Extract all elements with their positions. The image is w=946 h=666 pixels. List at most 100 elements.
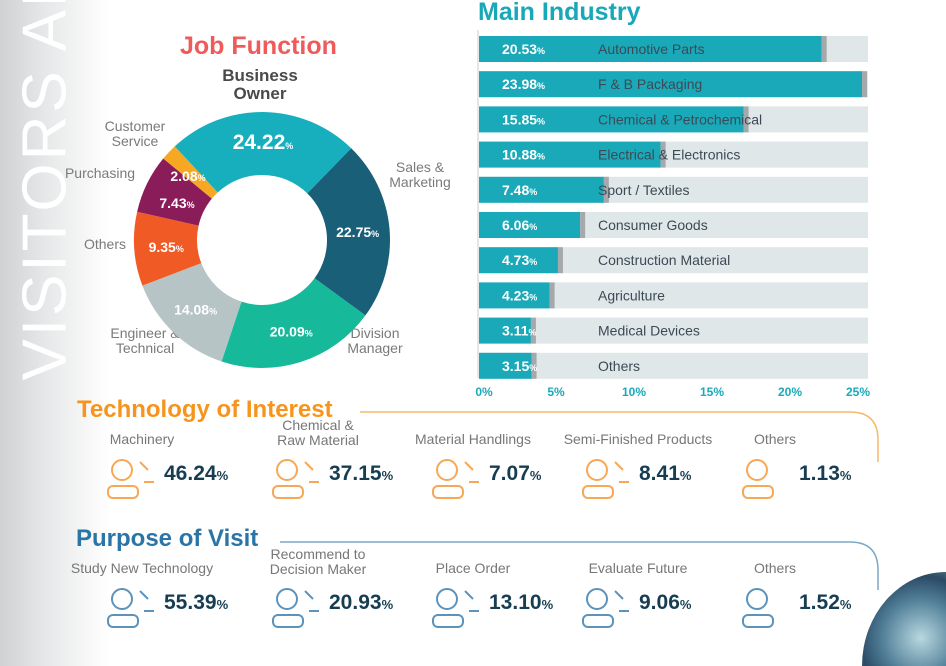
- item-value: 1.52%: [799, 591, 852, 614]
- item-label: Semi-Finished Products: [563, 431, 713, 447]
- bar: [479, 71, 862, 98]
- x-tick-label: 20%: [778, 385, 802, 399]
- bar-track: [479, 352, 868, 379]
- slice-value-label: 14.08%: [174, 301, 217, 317]
- slice-value-label: 20.09%: [270, 323, 313, 339]
- x-tick-label: 25%: [846, 385, 870, 399]
- donut-slice: [221, 278, 366, 368]
- globe-person-icon: [107, 588, 154, 628]
- slice-value-label: 7.43%: [159, 195, 194, 211]
- item-label: Chemical & Raw Material: [277, 417, 359, 448]
- bar-category-label: Construction Material: [598, 252, 730, 268]
- bar-cap: [821, 36, 827, 62]
- magnifier-chart-icon: [582, 588, 629, 628]
- job-function-donut: 24.22% 22.75% 20.09% 14.08% 9.35% 7.43% 2.08%: [134, 111, 391, 368]
- conveyor-robot-icon: [107, 459, 154, 499]
- bar-value-label: 3.15%: [502, 358, 537, 374]
- main-industry-bar-chart: 20.53% Automotive Parts 23.98% F & B Packag…: [475, 30, 870, 399]
- bar-category-label: Medical Devices: [598, 323, 700, 339]
- donut-slice: [163, 146, 218, 199]
- loop-icon: [742, 459, 774, 499]
- item-value: 37.15%: [329, 462, 394, 485]
- donut-slice: [307, 148, 391, 316]
- label-division-manager: Division Manager: [347, 325, 403, 356]
- bar: [479, 106, 744, 133]
- item-value: 20.93%: [329, 591, 394, 614]
- job-function-title: Job Function: [180, 32, 337, 60]
- bar-value-label: 15.85%: [502, 111, 545, 127]
- person-growth-icon: [432, 588, 479, 628]
- item-label: Others: [753, 560, 796, 576]
- item-value: 7.07%: [489, 462, 542, 485]
- bar-value-label: 4.23%: [502, 287, 537, 303]
- bar-cap: [743, 106, 749, 133]
- bar-cap: [531, 352, 537, 379]
- item-value: 1.13%: [799, 462, 852, 485]
- label-others: Others: [83, 236, 126, 252]
- bar: [479, 352, 532, 379]
- item-label: Recommend to Decision Maker: [269, 546, 367, 577]
- person-gear-icon: [272, 588, 319, 628]
- purpose-bracket: [280, 541, 879, 590]
- bar-value-label: 6.06%: [502, 217, 537, 233]
- bar-track: [479, 317, 868, 344]
- donut-slice: [134, 211, 202, 286]
- bar-category-label: Chemical & Petrochemical: [598, 111, 762, 127]
- item-label: Study New Technology: [70, 560, 214, 576]
- slice-value-label: 9.35%: [149, 239, 184, 255]
- donut-slice: [142, 263, 242, 362]
- donut-slice: [137, 158, 212, 226]
- label-sales-marketing: Sales & Marketing: [389, 159, 451, 190]
- technology-bracket: [360, 411, 879, 462]
- technology-title: Technology of Interest: [77, 396, 333, 423]
- loop-icon: [742, 588, 774, 628]
- item-value: 55.39%: [164, 591, 229, 614]
- donut-slice: [174, 111, 352, 194]
- side-banner: VISITORS ANA: [0, 0, 110, 666]
- bar: [479, 212, 581, 238]
- person-puzzle-icon: [582, 459, 629, 499]
- bar-cap: [603, 176, 609, 203]
- item-value: 13.10%: [489, 591, 554, 614]
- bar-cap: [530, 317, 536, 344]
- x-tick-label: 10%: [622, 385, 646, 399]
- bar-category-label: Automotive Parts: [598, 41, 705, 57]
- bar-value-label: 7.48%: [502, 182, 537, 198]
- label-customer-service: Customer Service: [104, 118, 166, 149]
- bar-cap: [549, 282, 555, 309]
- item-value: 46.24%: [164, 462, 229, 485]
- test-tubes-icon: [272, 459, 319, 499]
- item-value: 9.06%: [639, 591, 692, 614]
- label-engineer-technical: Engineer & Technical: [110, 325, 180, 356]
- bar-category-label: Electrical & Electronics: [598, 147, 740, 163]
- x-tick-label: 0%: [475, 385, 493, 399]
- bar-category-label: Others: [598, 358, 640, 374]
- x-tick-label: 15%: [700, 385, 724, 399]
- bar: [479, 141, 661, 168]
- bar: [479, 282, 550, 309]
- bar-value-label: 20.53%: [502, 41, 545, 57]
- bar: [479, 247, 558, 274]
- slice-value-label: 2.08%: [170, 168, 205, 184]
- item-label: Machinery: [109, 431, 175, 447]
- tools-icon: [432, 459, 479, 499]
- bar-cap: [862, 71, 867, 98]
- main-industry-title: Main Industry: [478, 0, 641, 26]
- bar-cap: [660, 141, 666, 168]
- bar-cap: [580, 212, 586, 238]
- bar-value-label: 10.88%: [502, 147, 545, 163]
- bar: [479, 176, 604, 203]
- slice-value-label: 24.22%: [233, 131, 294, 154]
- purpose-title: Purpose of Visit: [76, 525, 259, 552]
- bar-cap: [557, 247, 563, 274]
- label-purchasing: Purchasing: [64, 165, 136, 181]
- item-value: 8.41%: [639, 462, 692, 485]
- item-label: Evaluate Future: [588, 560, 688, 576]
- bar-value-label: 4.73%: [502, 252, 537, 268]
- x-tick-label: 5%: [547, 385, 565, 399]
- label-business-owner: Business Owner: [222, 66, 298, 103]
- bar-category-label: Sport / Textiles: [598, 182, 690, 198]
- bar: [479, 317, 531, 344]
- bar-value-label: 23.98%: [502, 76, 545, 92]
- bar: [479, 36, 822, 62]
